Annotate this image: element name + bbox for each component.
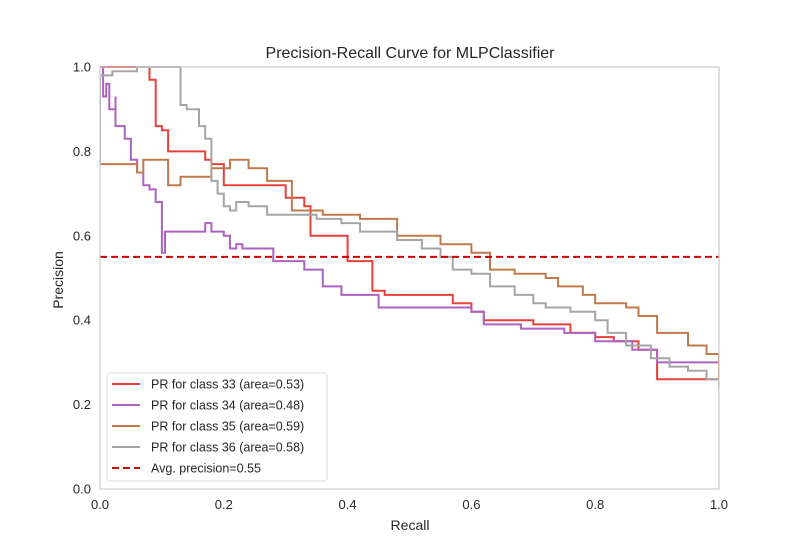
legend-label: PR for class 34 (area=0.48)	[151, 399, 304, 413]
pr-curve-series-1	[100, 66, 719, 384]
y-tick-label: 0.8	[73, 144, 91, 159]
x-tick-label: 0.0	[91, 497, 109, 512]
x-axis-label: Recall	[391, 517, 430, 533]
pr-curve-series-2	[100, 66, 719, 367]
curves-group	[100, 66, 719, 388]
y-tick-label: 0.6	[73, 228, 91, 243]
x-tick-label: 0.6	[462, 497, 480, 512]
y-tick-label: 0.4	[73, 313, 91, 328]
pr-curve-series-4	[100, 66, 719, 388]
x-tick-label: 0.2	[215, 497, 233, 512]
y-axis-label: Precision	[50, 251, 66, 309]
x-tick-label: 1.0	[710, 497, 728, 512]
y-tick-label: 0.0	[73, 482, 91, 497]
y-tick-label: 1.0	[73, 60, 91, 75]
legend-label: PR for class 35 (area=0.59)	[151, 420, 304, 434]
x-tick-label: 0.8	[586, 497, 604, 512]
legend-label: PR for class 36 (area=0.58)	[151, 441, 304, 455]
x-tick-label: 0.4	[339, 497, 357, 512]
pr-curve-series-3	[100, 158, 719, 380]
legend-label: PR for class 33 (area=0.53)	[151, 378, 304, 392]
y-tick-label: 0.2	[73, 397, 91, 412]
chart-title: Precision-Recall Curve for MLPClassifier	[266, 45, 556, 62]
legend-box	[106, 372, 328, 482]
legend: PR for class 33 (area=0.53) PR for class …	[106, 372, 328, 482]
legend-label: Avg. precision=0.55	[151, 462, 261, 476]
plot-frame	[99, 66, 720, 490]
